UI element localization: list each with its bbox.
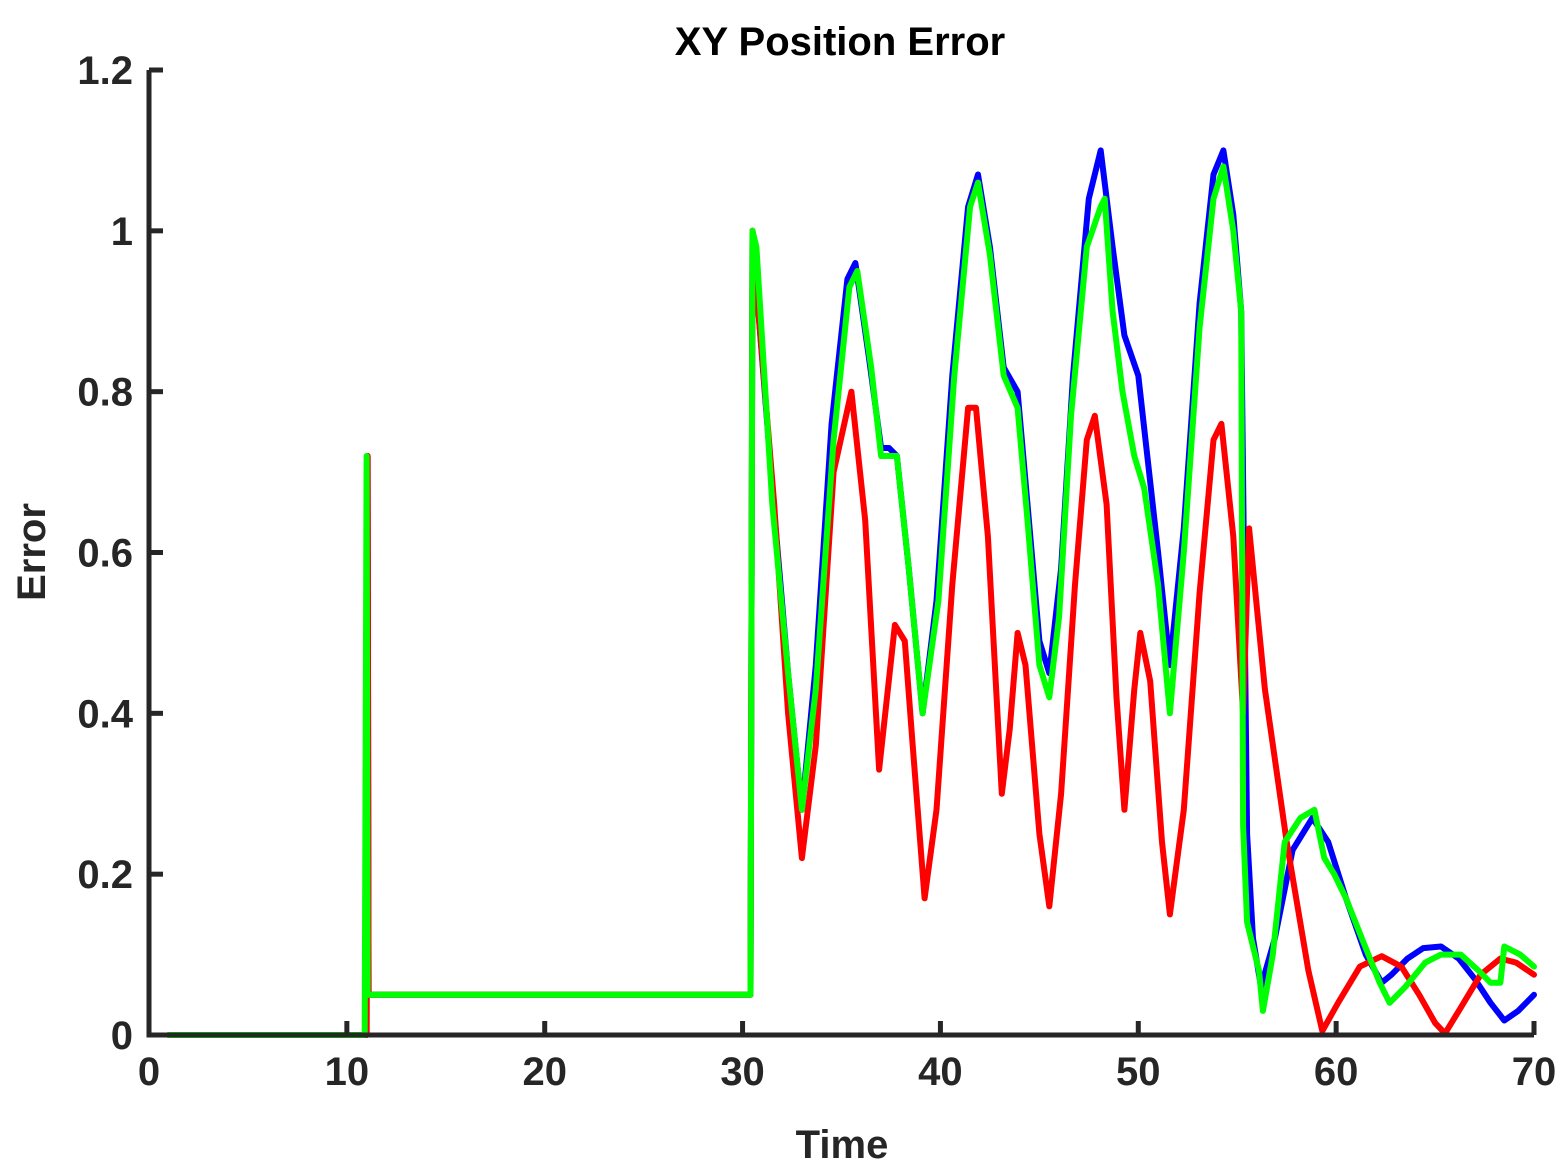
y-tick-label: 1 [111,210,133,254]
series-line-2 [165,227,1537,1038]
y-tick-label: 1.2 [77,49,133,93]
series-layer [165,147,1537,1038]
x-tick-label: 0 [138,1050,160,1094]
x-tick-label: 60 [1314,1050,1359,1094]
x-tick-label: 10 [325,1050,370,1094]
x-axis-label: Time [796,1123,889,1167]
x-tick-label: 40 [918,1050,963,1094]
axes-layer: 0 10 20 30 40 50 60 70 0 0.2 0.4 0.6 0.8 1 1.2 [77,49,1556,1094]
chart-title: XY Position Error [675,20,1005,64]
y-tick-label: 0 [111,1014,133,1058]
x-tick-label: 30 [720,1050,765,1094]
y-tick-label: 0.6 [77,532,133,576]
series-line-3 [165,163,1537,1038]
y-tick-label: 0.4 [77,692,133,736]
x-tick-label: 50 [1116,1050,1161,1094]
x-tick-label: 20 [522,1050,567,1094]
y-tick-label: 0.2 [77,853,133,897]
y-axis-label: Error [10,503,54,601]
y-tick-label: 0.8 [77,371,133,415]
x-tick-label: 70 [1512,1050,1557,1094]
